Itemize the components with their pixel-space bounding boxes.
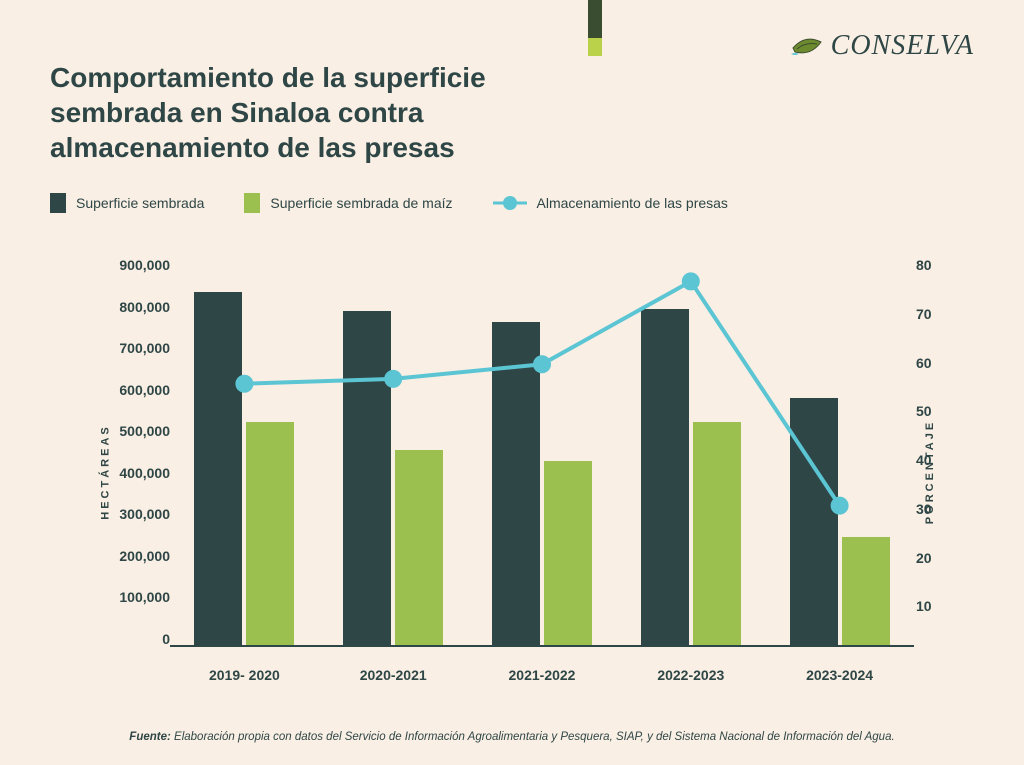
legend-label-bar2: Superficie sembrada de maíz [270,195,452,211]
strip-dark [588,0,602,38]
y-right-tick: 40 [916,452,946,468]
plot-area [170,257,914,647]
y-right-tick: 20 [916,550,946,566]
y-axis-left-ticks: 900,000 800,000 700,000 600,000 500,000 400,0… [100,257,170,647]
y-right-tick: 10 [916,598,946,614]
y-left-tick: 600,000 [100,382,170,398]
y-left-tick: 300,000 [100,506,170,522]
line-marker [682,272,700,290]
legend-item-bar2: Superficie sembrada de maíz [244,193,452,213]
y-right-tick: 60 [916,355,946,371]
logo-text: CONSELVA [831,30,974,62]
x-label: 2022-2023 [616,667,765,683]
x-label: 2020-2021 [319,667,468,683]
leaf-icon [787,32,825,60]
line-marker [831,497,849,515]
y-left-tick: 800,000 [100,299,170,315]
y-right-tick: 70 [916,306,946,322]
line-series [244,281,839,505]
legend-item-line: Almacenamiento de las presas [493,195,728,211]
source-note: Fuente: Elaboración propia con datos del… [0,731,1024,743]
x-axis-labels: 2019- 20202020-20212021-20222022-2023202… [170,667,914,683]
line-marker [533,355,551,373]
y-left-tick: 900,000 [100,257,170,273]
y-left-tick: 700,000 [100,340,170,356]
x-label: 2021-2022 [468,667,617,683]
y-left-tick: 200,000 [100,548,170,564]
strip-light [588,38,602,56]
legend-label-bar1: Superficie sembrada [76,195,204,211]
y-right-tick: 30 [916,501,946,517]
source-label: Fuente: [129,731,171,743]
swatch-line [493,196,527,210]
source-text: Elaboración propia con datos del Servici… [174,731,895,743]
y-axis-right-ticks: 80 70 60 50 40 30 20 10 [916,257,946,647]
swatch-bar1 [50,193,66,213]
logo: CONSELVA [787,30,974,62]
legend: Superficie sembrada Superficie sembrada … [50,193,974,213]
decorative-strip [588,0,602,56]
page: CONSELVA Comportamiento de la superficie… [0,0,1024,765]
y-left-tick: 500,000 [100,423,170,439]
legend-item-bar1: Superficie sembrada [50,193,204,213]
line-marker [384,370,402,388]
line-overlay [170,257,914,647]
y-left-tick: 400,000 [100,465,170,481]
x-label: 2023-2024 [765,667,914,683]
line-marker [235,375,253,393]
chart: HECTÁREAS PORCENTAJE 900,000800,000700,0… [50,237,974,707]
baseline [170,645,914,647]
y-right-tick: 50 [916,403,946,419]
legend-label-line: Almacenamiento de las presas [537,195,728,211]
y-left-tick: 100,000 [100,589,170,605]
swatch-bar2 [244,193,260,213]
page-title: Comportamiento de la superficie sembrada… [50,60,570,165]
x-label: 2019- 2020 [170,667,319,683]
y-right-tick: 80 [916,257,946,273]
y-left-tick: 0 [100,631,170,647]
